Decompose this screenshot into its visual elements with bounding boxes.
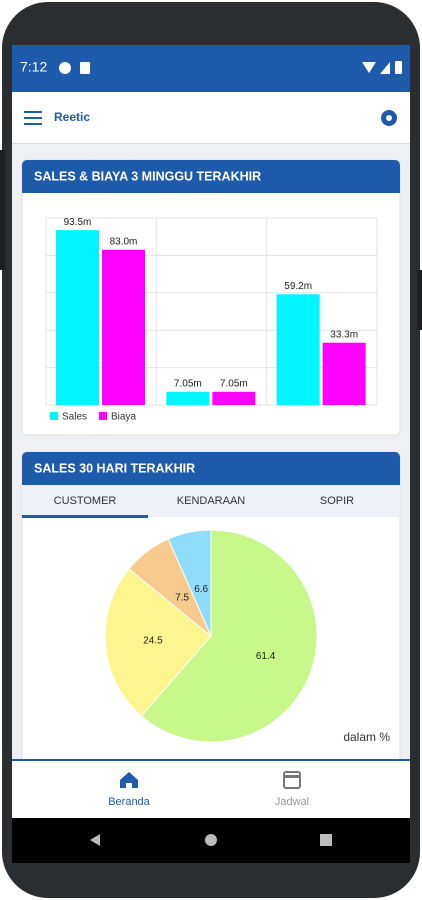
divider [12,143,410,144]
bar-value-label: 33.3m [330,329,358,340]
status-time: 7:12 [20,59,47,75]
pie-value-label: 6.6 [194,584,208,595]
calendar-icon [283,771,301,789]
active-tab-indicator [22,515,148,518]
app-title: Reetic [54,110,90,124]
card-title: SALES & BIAYA 3 MINGGU TERAKHIR [34,169,261,183]
calendar-icon [284,775,300,778]
bottom-nav [12,760,410,818]
status-icon [80,62,90,74]
battery-icon [395,61,402,74]
nav-label: Beranda [108,796,150,808]
legend-swatch [99,412,108,420]
back-button[interactable] [90,834,100,846]
menu-button[interactable] [24,111,42,125]
menu-line [24,111,42,113]
side-button [417,270,422,330]
status-bar [12,45,410,92]
pie-slice [140,529,318,743]
home-icon [120,772,138,788]
pie-value-label: 7.5 [175,593,189,604]
app-bar [12,92,410,143]
pie-value-label: 61.4 [256,651,276,662]
bar [166,391,210,405]
signal-icon [380,62,390,74]
legend-swatch [50,412,58,420]
pie-slice [104,568,212,717]
menu-line [24,117,42,119]
menu-line [24,123,42,125]
home-button[interactable] [205,834,217,846]
legend-label: Sales [62,412,87,423]
card-header [22,452,400,485]
bar [322,342,366,405]
legend-label: Biaya [111,412,136,423]
nav-label: Jadwal [275,796,309,808]
bar [212,391,256,405]
tab-label[interactable]: KENDARAAN [177,495,246,507]
nav-beranda[interactable]: Beranda [108,772,151,808]
bar-value-label: 7.05m [174,378,202,389]
bar-value-label: 7.05m [220,378,248,389]
status-icon [59,62,71,74]
card-header [22,160,400,193]
tab-label[interactable]: SOPIR [320,495,354,507]
bar-value-label: 83.0m [110,236,138,247]
bottom-nav-border [12,759,410,761]
charts: 93.5m 7.05m 59.2m 83.0m 7.05m 33.3m Sales Biaya… [45,217,390,744]
gear-hole [386,115,392,121]
pie-value-label: 24.5 [143,636,163,647]
bar-value-label: 59.2m [284,281,312,292]
nav-jadwal[interactable]: Jadwal [275,771,309,808]
recents-button[interactable] [320,834,332,846]
bar [56,230,99,405]
settings-button[interactable] [381,110,397,126]
pie-slice [167,529,212,637]
tab-label[interactable]: CUSTOMER [54,495,117,507]
bar-value-label: 93.5m [64,217,92,228]
bar [276,294,320,405]
card-title: SALES 30 HARI TERAKHIR [34,461,195,475]
bar [102,249,145,405]
tab-bar [22,485,400,517]
wifi-icon [362,62,376,73]
side-button [0,150,5,270]
pie-annotation: dalam % [343,730,390,744]
